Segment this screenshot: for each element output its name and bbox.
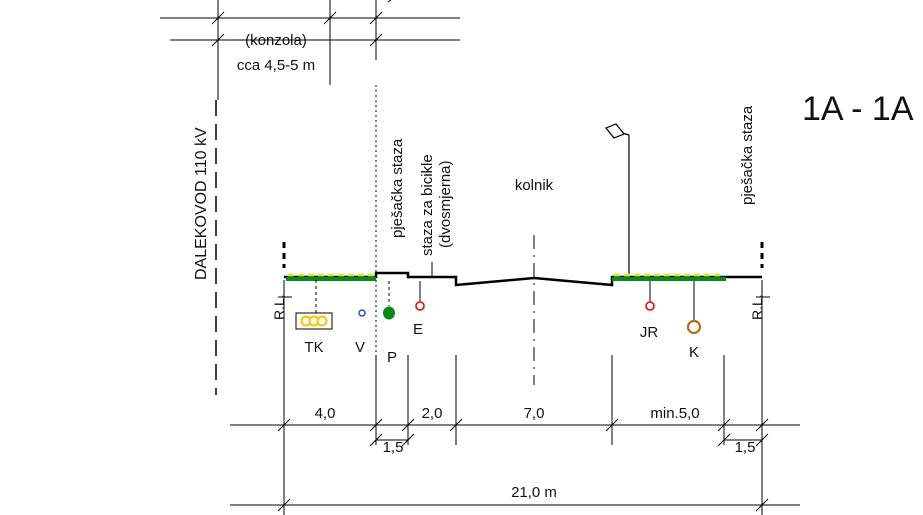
dim-green-1-5-left: 1,5 [383, 439, 404, 456]
utility-e [415, 281, 425, 311]
utility-tk-label: TK [304, 339, 323, 356]
utility-k [686, 281, 702, 335]
konzola-width-label: cca 4,5-5 m [237, 57, 315, 74]
utility-e-label: E [413, 321, 423, 338]
section-title: 1A - 1A [802, 90, 914, 128]
dim-1-5-right: 1,5 [735, 439, 756, 456]
regulation-line-right [756, 242, 770, 515]
utility-jr-label: JR [640, 324, 659, 341]
konzola-dimension [160, 0, 460, 100]
pjesacka-staza-right-label: pješačka staza [739, 105, 756, 205]
street-lamp-icon [605, 123, 630, 278]
konzola-label: (konzola) [245, 32, 307, 49]
dim-footpath-left: 4,0 [315, 405, 336, 422]
utility-v [358, 309, 366, 317]
utility-v-label: V [355, 339, 365, 356]
pjesacka-staza-left-label: pješačka staza [389, 138, 406, 238]
bottom-dimensions [230, 355, 800, 512]
dim-total: 21,0 m [511, 484, 557, 501]
utility-jr [645, 281, 655, 311]
dim-min-5: min.5,0 [650, 405, 699, 422]
dim-road: 7,0 [524, 405, 545, 422]
green-strip-left [286, 273, 376, 281]
rl-left-label: R.L. [271, 294, 287, 320]
rl-right-label: R.L. [749, 294, 765, 320]
utility-k-label: K [689, 344, 699, 361]
regulation-line-left [278, 242, 292, 515]
dvosmjerna-label: (dvosmjerna) [437, 160, 454, 248]
dim-bike-path: 2,0 [422, 405, 443, 422]
utility-p-label: P [387, 349, 397, 366]
dalekovod-label: DALEKOVOD 110 kV [193, 127, 210, 280]
kolnik-label: kolnik [515, 177, 554, 194]
green-strip-right [612, 273, 726, 281]
staza-za-bicikle-label: staza za bicikle [419, 154, 436, 256]
utility-tk [295, 280, 333, 330]
utility-p [383, 281, 395, 320]
